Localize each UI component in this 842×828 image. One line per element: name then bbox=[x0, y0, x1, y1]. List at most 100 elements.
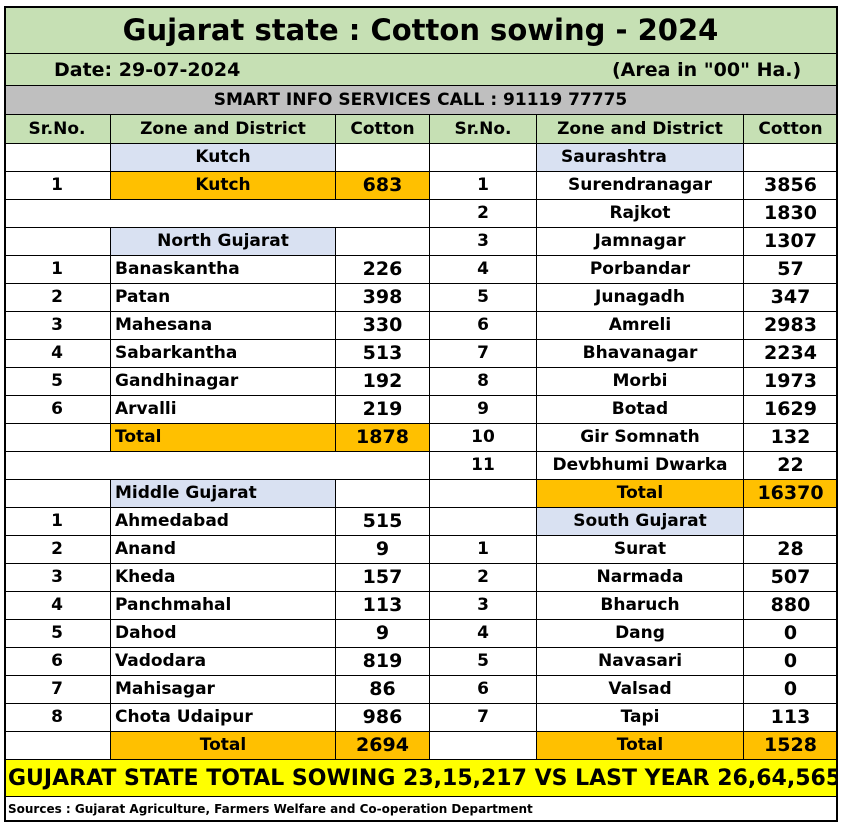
row-district: Arvalli bbox=[111, 396, 336, 424]
row-district: Patan bbox=[111, 284, 336, 312]
row-value: 398 bbox=[336, 284, 430, 312]
row-district: Porbandar bbox=[537, 256, 744, 284]
row-district: Jamnagar bbox=[537, 228, 744, 256]
header-cotton-right: Cotton bbox=[744, 115, 838, 144]
row-district: Botad bbox=[537, 396, 744, 424]
row-srno: 4 bbox=[4, 592, 111, 620]
row-srno: 6 bbox=[430, 312, 537, 340]
header-zone-right: Zone and District bbox=[537, 115, 744, 144]
middle-gujarat-total-value: 2694 bbox=[336, 732, 430, 760]
zone-heading-north-gujarat: North Gujarat bbox=[111, 228, 336, 256]
header-cotton-left: Cotton bbox=[336, 115, 430, 144]
row-value: 1830 bbox=[744, 200, 838, 228]
header-srno-left: Sr.No. bbox=[4, 115, 111, 144]
row-district: Junagadh bbox=[537, 284, 744, 312]
header-srno-right: Sr.No. bbox=[430, 115, 537, 144]
row-district: Chota Udaipur bbox=[111, 704, 336, 732]
row-srno: 4 bbox=[430, 620, 537, 648]
row-district: Rajkot bbox=[537, 200, 744, 228]
area-unit-note: (Area in "00" Ha.) bbox=[612, 59, 802, 81]
row-district: Kheda bbox=[111, 564, 336, 592]
row-value: 219 bbox=[336, 396, 430, 424]
source-note: Sources : Gujarat Agriculture, Farmers W… bbox=[4, 797, 838, 822]
blank-cell bbox=[336, 480, 430, 508]
row-district: Surendranagar bbox=[537, 172, 744, 200]
row-srno: 1 bbox=[430, 536, 537, 564]
row-value: 113 bbox=[744, 704, 838, 732]
row-value: 28 bbox=[744, 536, 838, 564]
blank-cell bbox=[4, 144, 111, 172]
row-srno: 3 bbox=[4, 564, 111, 592]
blank-cell bbox=[744, 508, 838, 536]
row-district: Gandhinagar bbox=[111, 368, 336, 396]
row-srno: 5 bbox=[430, 648, 537, 676]
row-srno: 3 bbox=[430, 592, 537, 620]
blank-cell bbox=[744, 144, 838, 172]
info-line: SMART INFO SERVICES CALL : 91119 77775 bbox=[4, 86, 838, 115]
north-gujarat-total-value: 1878 bbox=[336, 424, 430, 452]
cotton-sowing-sheet: Gujarat state : Cotton sowing - 2024 Dat… bbox=[4, 6, 838, 822]
zone-heading-kutch: Kutch bbox=[111, 144, 336, 172]
kutch-district: Kutch bbox=[111, 172, 336, 200]
row-srno: 7 bbox=[430, 340, 537, 368]
blank-cell bbox=[4, 228, 111, 256]
row-value: 0 bbox=[744, 676, 838, 704]
zone-heading-middle-gujarat: Middle Gujarat bbox=[111, 480, 336, 508]
blank-cell bbox=[4, 732, 111, 760]
saurashtra-total-label: Total bbox=[537, 480, 744, 508]
row-district: Mahesana bbox=[111, 312, 336, 340]
row-srno: 4 bbox=[430, 256, 537, 284]
row-value: 330 bbox=[336, 312, 430, 340]
kutch-srno: 1 bbox=[4, 172, 111, 200]
row-district: Morbi bbox=[537, 368, 744, 396]
row-srno: 4 bbox=[4, 340, 111, 368]
row-srno: 1 bbox=[4, 508, 111, 536]
date-row: Date: 29-07-2024 (Area in "00" Ha.) bbox=[4, 54, 838, 86]
header-zone-left: Zone and District bbox=[111, 115, 336, 144]
zone-heading-south-gujarat: South Gujarat bbox=[537, 508, 744, 536]
row-value: 880 bbox=[744, 592, 838, 620]
row-district: Banaskantha bbox=[111, 256, 336, 284]
row-value: 22 bbox=[744, 452, 838, 480]
row-srno: 5 bbox=[430, 284, 537, 312]
row-district: Gir Somnath bbox=[537, 424, 744, 452]
row-district: Surat bbox=[537, 536, 744, 564]
row-srno: 7 bbox=[4, 676, 111, 704]
blank-cell bbox=[4, 480, 111, 508]
row-district: Navasari bbox=[537, 648, 744, 676]
row-srno: 6 bbox=[4, 648, 111, 676]
row-value: 0 bbox=[744, 620, 838, 648]
row-srno: 6 bbox=[4, 396, 111, 424]
north-gujarat-total-label: Total bbox=[111, 424, 336, 452]
row-value: 3856 bbox=[744, 172, 838, 200]
row-district: Amreli bbox=[537, 312, 744, 340]
zone-heading-saurashtra: Saurashtra bbox=[537, 144, 744, 172]
row-value: 113 bbox=[336, 592, 430, 620]
blank-cell bbox=[430, 508, 537, 536]
row-value: 57 bbox=[744, 256, 838, 284]
row-srno: 9 bbox=[430, 396, 537, 424]
row-value: 1307 bbox=[744, 228, 838, 256]
row-district: Dahod bbox=[111, 620, 336, 648]
saurashtra-total-value: 16370 bbox=[744, 480, 838, 508]
blank-cell bbox=[4, 424, 111, 452]
blank-cell bbox=[430, 480, 537, 508]
kutch-value: 683 bbox=[336, 172, 430, 200]
row-district: Panchmahal bbox=[111, 592, 336, 620]
row-srno: 2 bbox=[430, 200, 537, 228]
grand-total-banner: GUJARAT STATE TOTAL SOWING 23,15,217 VS … bbox=[4, 760, 838, 797]
row-district: Mahisagar bbox=[111, 676, 336, 704]
row-district: Anand bbox=[111, 536, 336, 564]
row-value: 9 bbox=[336, 536, 430, 564]
blank-cell bbox=[336, 144, 430, 172]
sheet-title: Gujarat state : Cotton sowing - 2024 bbox=[4, 6, 838, 54]
row-srno: 2 bbox=[430, 564, 537, 592]
row-value: 515 bbox=[336, 508, 430, 536]
row-srno: 1 bbox=[4, 256, 111, 284]
row-srno: 11 bbox=[430, 452, 537, 480]
row-srno: 10 bbox=[430, 424, 537, 452]
row-value: 226 bbox=[336, 256, 430, 284]
blank-row bbox=[4, 452, 430, 480]
row-district: Ahmedabad bbox=[111, 508, 336, 536]
row-srno: 8 bbox=[430, 368, 537, 396]
